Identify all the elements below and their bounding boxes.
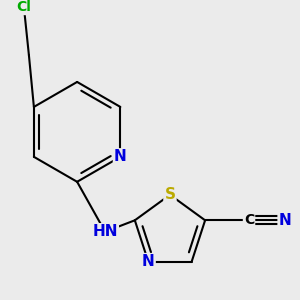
Text: Cl: Cl — [16, 0, 31, 14]
Text: S: S — [164, 187, 175, 202]
Text: N: N — [142, 254, 155, 269]
Text: C: C — [244, 213, 254, 227]
Text: N: N — [114, 149, 127, 164]
Text: N: N — [279, 213, 291, 228]
Text: HN: HN — [92, 224, 118, 239]
